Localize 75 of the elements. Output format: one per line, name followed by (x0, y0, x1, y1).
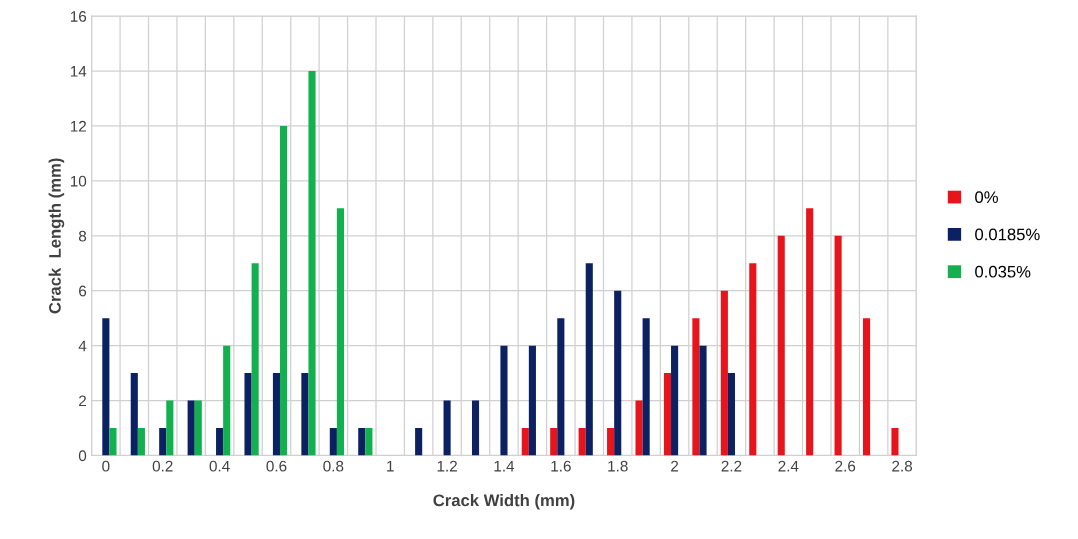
x-tick-label: 2 (671, 460, 679, 472)
bar (329, 428, 337, 456)
x-axis-title: Crack Width (mm) (433, 494, 575, 510)
x-tick-label: 0 (102, 460, 110, 472)
bar (251, 263, 259, 456)
bar (471, 400, 480, 456)
bar (244, 373, 252, 456)
bar (607, 428, 615, 456)
bar (272, 373, 281, 456)
bar (109, 428, 117, 456)
bar (557, 318, 565, 456)
bar (834, 235, 842, 456)
bar (130, 373, 138, 456)
bar (671, 345, 679, 456)
bar (308, 71, 316, 456)
bar (692, 318, 700, 456)
bar (862, 318, 871, 456)
x-tick-label: 2.6 (835, 460, 856, 472)
bar (891, 428, 899, 456)
bar (166, 400, 174, 456)
bar (137, 428, 145, 456)
bar (528, 345, 536, 456)
bar (585, 263, 593, 456)
bar (521, 428, 529, 456)
bar (223, 345, 231, 456)
x-tick-label: 1.6 (551, 460, 571, 472)
x-tick-label: 0.6 (266, 460, 287, 472)
y-tick-label: 12 (70, 120, 86, 132)
bar (777, 235, 785, 456)
bar (663, 373, 672, 456)
y-tick-label: 0 (78, 450, 87, 462)
legend-label: 0.0185% (975, 228, 1040, 241)
x-tick-label: 2.2 (721, 460, 742, 472)
y-tick-label: 16 (70, 11, 87, 22)
bar (301, 373, 309, 456)
legend-label: 0.035% (975, 265, 1031, 278)
bar (102, 318, 110, 456)
y-axis-title: Crack Length (mm) (48, 158, 65, 314)
bar (614, 290, 622, 456)
x-tick-label: 1.2 (437, 460, 457, 472)
y-tick-label: 10 (70, 175, 87, 187)
bar (500, 345, 508, 456)
x-tick-label: 1 (387, 460, 394, 472)
y-tick-label: 14 (70, 66, 87, 77)
x-tick-label: 0.8 (323, 460, 344, 472)
x-tick-label: 1.8 (608, 460, 628, 472)
x-tick-label: 0.4 (209, 460, 230, 472)
y-tick-label: 4 (78, 340, 87, 352)
y-tick-label: 6 (79, 285, 87, 297)
bar (699, 345, 707, 456)
bar (727, 373, 736, 456)
bar (642, 318, 650, 456)
bar (415, 428, 423, 456)
x-tick-label: 1.4 (494, 460, 515, 472)
bar (216, 428, 224, 456)
bar (365, 428, 373, 456)
legend-label: 0% (975, 191, 998, 204)
bar (806, 208, 814, 456)
y-tick-label: 2 (79, 395, 86, 407)
bar (635, 400, 643, 456)
bar (194, 400, 202, 456)
bar (578, 428, 586, 456)
bar (336, 208, 345, 456)
bar (550, 428, 558, 456)
y-tick-label: 8 (78, 230, 87, 242)
x-tick-label: 2.8 (892, 460, 913, 472)
bar (443, 400, 451, 456)
x-tick-label: 0.2 (152, 460, 173, 472)
bar (358, 428, 366, 456)
x-tick-label: 2.4 (778, 460, 799, 472)
bar (749, 263, 757, 456)
bar (159, 428, 167, 456)
bar (720, 290, 728, 456)
bar (187, 400, 195, 456)
bar (280, 125, 288, 456)
